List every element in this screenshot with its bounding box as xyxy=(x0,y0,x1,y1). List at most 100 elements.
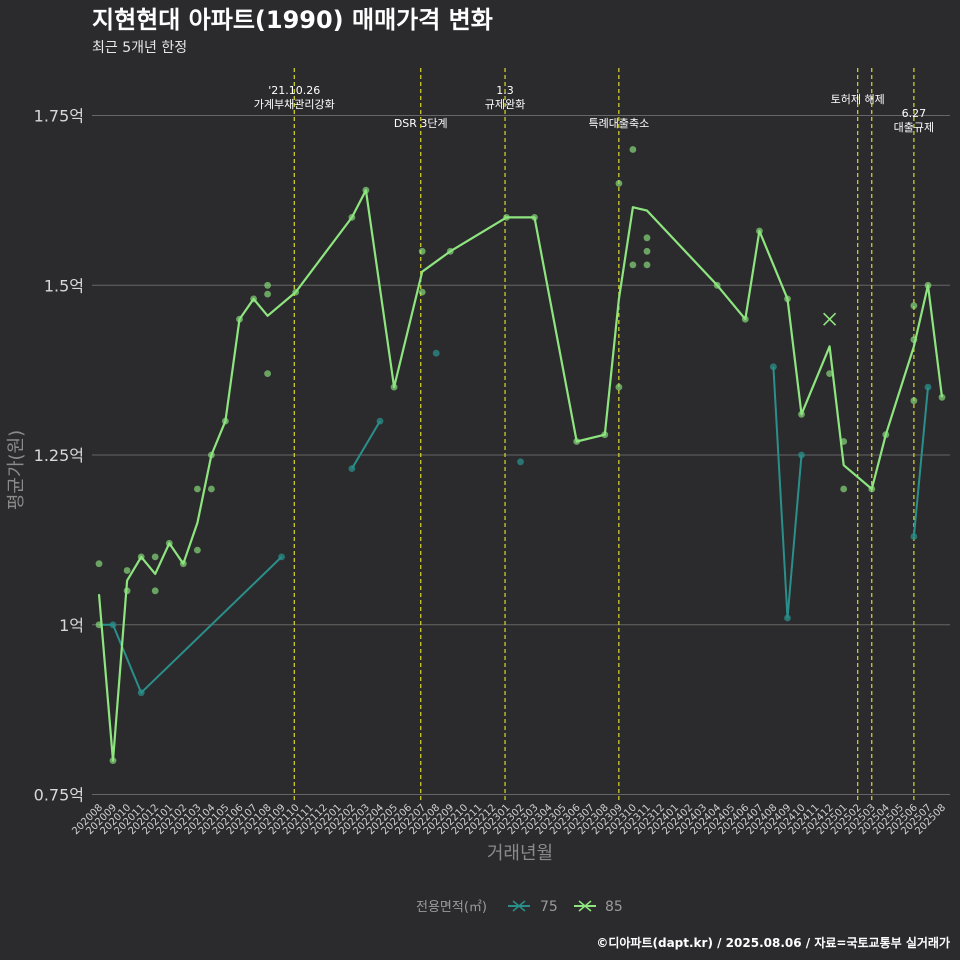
data-point-85 xyxy=(264,290,271,298)
data-point-75 xyxy=(784,614,791,622)
series xyxy=(95,146,946,764)
data-point-75 xyxy=(376,417,384,425)
data-point-85 xyxy=(531,214,538,221)
data-point-85 xyxy=(264,370,271,377)
data-point-85 xyxy=(882,431,890,439)
data-point-75 xyxy=(109,621,117,629)
data-point-85 xyxy=(910,397,918,405)
data-point-85 xyxy=(250,295,257,303)
data-point-85 xyxy=(643,234,651,242)
legend-item-75[interactable]: 75 xyxy=(508,899,558,915)
event-label: 6.27 xyxy=(902,107,927,120)
data-point-85 xyxy=(601,431,609,439)
data-point-85 xyxy=(123,567,131,574)
series-line-75 xyxy=(351,420,381,470)
data-point-75 xyxy=(432,349,440,357)
series-line-75 xyxy=(912,387,929,537)
legend-label-85: 85 xyxy=(605,899,623,915)
data-point-85 xyxy=(109,757,117,764)
event-label: 1.3 xyxy=(496,84,514,97)
data-point-85 xyxy=(826,370,833,377)
event-label: DSR 3단계 xyxy=(394,117,448,130)
data-point-75 xyxy=(348,465,356,472)
x-axis: 2020082020092020102020112020122021012021… xyxy=(70,802,948,837)
data-point-85 xyxy=(910,336,918,343)
event-label: 가계부채관리강화 xyxy=(254,98,335,111)
y-axis: 0.75억 1억 1.25억 1.5억 1.75억 xyxy=(34,107,84,805)
data-point-85 xyxy=(629,261,637,269)
data-point-85 xyxy=(418,247,426,255)
data-point-85 xyxy=(208,485,215,493)
event-lines xyxy=(293,68,915,802)
y-tick-label: 0.75억 xyxy=(34,786,84,805)
series-75 xyxy=(99,349,932,697)
data-point-85 xyxy=(123,587,131,595)
data-point-85 xyxy=(194,485,201,493)
legend[interactable]: 전용면적(㎡) 75 85 xyxy=(416,899,623,915)
data-point-85 xyxy=(713,281,721,289)
data-point-85 xyxy=(362,186,370,194)
data-point-85 xyxy=(348,214,356,221)
data-point-85 xyxy=(95,560,103,568)
data-point-85 xyxy=(840,485,848,493)
y-tick-label: 1억 xyxy=(59,616,84,635)
data-point-75 xyxy=(910,533,918,540)
series-line-85 xyxy=(97,189,944,762)
event-label: '21.10.26 xyxy=(268,84,320,97)
data-point-85 xyxy=(924,281,932,289)
data-point-85 xyxy=(503,214,510,221)
legend-label-75: 75 xyxy=(540,899,558,915)
series-85 xyxy=(95,146,946,764)
data-point-85 xyxy=(151,553,159,561)
event-label: 특례대출축소 xyxy=(588,117,649,130)
series-line-75 xyxy=(99,556,283,694)
legend-item-85[interactable]: 85 xyxy=(574,899,623,915)
data-point-85 xyxy=(179,560,187,568)
data-point-75 xyxy=(770,363,777,371)
data-point-75 xyxy=(278,553,285,561)
data-point-85 xyxy=(615,383,623,391)
caption: ©디아파트(dapt.kr) / 2025.08.06 / 자료=국토교통부 실… xyxy=(596,935,950,950)
event-label: 규제완화 xyxy=(485,98,525,111)
grid xyxy=(92,115,950,796)
cross-marker xyxy=(823,312,837,326)
data-point-85 xyxy=(292,288,300,296)
data-point-85 xyxy=(236,315,243,323)
y-tick-label: 1.5억 xyxy=(44,276,84,295)
data-point-85 xyxy=(756,227,763,235)
data-point-85 xyxy=(194,546,201,554)
legend-title: 전용면적(㎡) xyxy=(416,900,487,915)
data-point-85 xyxy=(840,438,848,445)
data-point-85 xyxy=(629,146,637,153)
data-point-85 xyxy=(137,553,145,561)
data-point-85 xyxy=(784,295,791,303)
data-point-75 xyxy=(924,383,932,391)
data-point-85 xyxy=(264,281,271,289)
data-point-85 xyxy=(95,621,103,629)
data-point-85 xyxy=(165,539,173,547)
data-point-85 xyxy=(208,451,215,459)
data-point-85 xyxy=(643,261,651,269)
chart-subtitle: 최근 5개년 한정 xyxy=(92,40,187,56)
data-point-85 xyxy=(868,485,876,493)
data-point-85 xyxy=(418,288,426,296)
x-axis-title: 거래년월 xyxy=(487,843,553,864)
data-point-85 xyxy=(798,410,805,418)
y-tick-label: 1.25억 xyxy=(34,446,84,465)
event-label: 대출규제 xyxy=(894,121,934,134)
series-line-75 xyxy=(772,366,803,619)
data-point-85 xyxy=(390,383,398,391)
event-label: 토허제 해제 xyxy=(831,92,885,106)
data-point-75 xyxy=(137,689,145,697)
data-point-85 xyxy=(615,180,623,187)
data-point-85 xyxy=(446,247,454,255)
legend-cross-75-icon xyxy=(512,900,526,912)
y-axis-title: 평균가(원) xyxy=(6,430,27,510)
y-tick-label: 1.75억 xyxy=(34,107,84,126)
data-point-75 xyxy=(517,458,524,466)
data-point-85 xyxy=(741,315,749,323)
data-point-85 xyxy=(938,393,946,401)
chart-title: 지현현대 아파트(1990) 매매가격 변화 xyxy=(92,6,493,34)
data-point-75 xyxy=(798,451,805,459)
